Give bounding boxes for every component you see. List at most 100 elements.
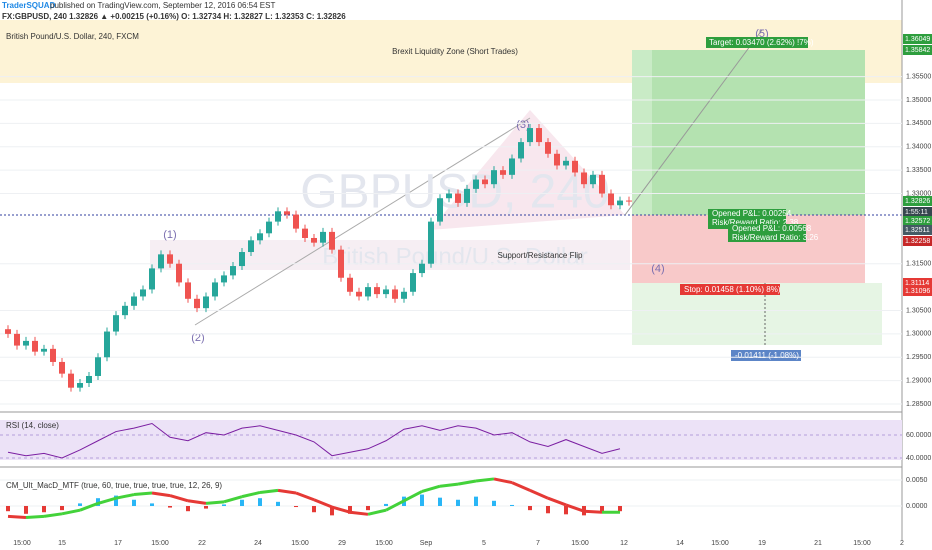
- candle: [563, 160, 569, 166]
- pnl-box: [728, 224, 806, 242]
- price-label-box: [903, 278, 932, 288]
- candle: [617, 200, 623, 206]
- candle: [599, 174, 605, 194]
- macd-bar: [438, 497, 442, 506]
- candle: [23, 340, 29, 346]
- x-tick-label: 15: [58, 540, 66, 547]
- candle: [446, 193, 452, 199]
- price-label-box: [903, 216, 932, 226]
- candle: [302, 228, 308, 238]
- macd-line: [511, 481, 531, 492]
- pnl: Opened P&L: 0.00568: [732, 224, 812, 233]
- move-box: [731, 350, 801, 361]
- price-label: 1.31114: [905, 280, 929, 287]
- x-tick-label: Sep: [420, 540, 433, 547]
- rr: Risk/Reward Ratio: 3.26: [732, 233, 819, 242]
- candle: [149, 268, 155, 290]
- candle: [68, 373, 74, 388]
- macd-bar: [492, 500, 496, 506]
- move: -0.01411 (-1.08%): [735, 351, 799, 360]
- candle: [203, 296, 209, 309]
- legend: British Pound/U.S. Dollar, 240, FXCM: [6, 32, 139, 41]
- wave: (1): [163, 229, 176, 241]
- candle: [410, 273, 416, 292]
- macd-bar: [294, 505, 298, 508]
- macd-line: [97, 496, 117, 505]
- wave: (3): [516, 119, 529, 131]
- x-tick-label: 15:00: [571, 540, 589, 547]
- macd-line: [277, 488, 297, 495]
- macd-bar: [384, 503, 388, 506]
- candle: [500, 170, 506, 175]
- target-zone-inner: [652, 50, 865, 215]
- candle: [248, 240, 254, 253]
- candle: [221, 275, 227, 283]
- macd-bar: [348, 505, 352, 514]
- macd-line: [529, 489, 549, 500]
- candle: [311, 237, 317, 243]
- price-label-box: [903, 225, 932, 235]
- x-tick-label: 17: [114, 540, 122, 547]
- macd-line: [367, 508, 387, 516]
- candle: [581, 172, 587, 185]
- candle: [167, 254, 173, 264]
- candle: [14, 333, 20, 346]
- y-tick-label: 60.0000: [906, 432, 931, 439]
- macd-line: [205, 500, 225, 505]
- macd-bar: [24, 505, 28, 514]
- candle: [185, 282, 191, 299]
- target: Target: 0.03470 (2.62%) !7%): [709, 38, 814, 47]
- candle: [275, 211, 281, 222]
- macd-bar: [600, 505, 604, 514]
- macd-bar: [546, 505, 550, 514]
- candle: [41, 348, 47, 352]
- candle: [32, 340, 38, 352]
- macd-bar: [186, 505, 190, 512]
- candle: [293, 214, 299, 229]
- projection: [624, 29, 763, 216]
- candle: [59, 361, 65, 374]
- rr: Risk/Reward Ratio: 2.38: [712, 218, 799, 227]
- price-label-box: [903, 286, 932, 296]
- published: published on TradingView.com, September …: [50, 1, 275, 10]
- price-label: 1:55:11: [905, 209, 928, 216]
- candle: [212, 282, 218, 297]
- flip-zone: [150, 240, 630, 270]
- candle: [527, 128, 533, 143]
- macd-bar: [528, 505, 532, 511]
- x-tick-label: 22: [198, 540, 206, 547]
- macd-line: [583, 509, 603, 514]
- x-tick-label: 15:00: [291, 540, 309, 547]
- macd-bar: [150, 503, 154, 506]
- candle: [374, 287, 380, 295]
- watermark: GBPUSD, 240: [300, 166, 609, 219]
- macd-bar: [330, 505, 334, 516]
- candle: [104, 331, 110, 358]
- macd-line: [133, 491, 153, 497]
- candle: [383, 289, 389, 295]
- y-tick-label: 1.34000: [906, 144, 931, 151]
- price-label: 1.32572: [905, 218, 930, 225]
- macd-line: [259, 488, 279, 494]
- x-tick-label: 7: [536, 540, 540, 547]
- candle: [95, 357, 101, 376]
- y-tick-label: 1.30500: [906, 307, 931, 314]
- macd-bar: [366, 505, 370, 511]
- candle: [86, 375, 92, 383]
- candle: [608, 193, 614, 206]
- candle: [491, 170, 497, 185]
- macd-bar: [168, 505, 172, 508]
- macd-line: [421, 484, 441, 493]
- x-tick-label: 15:00: [853, 540, 871, 547]
- quote: FX:GBPUSD, 240 1.32826 ▲ +0.00215 (+0.16…: [2, 12, 346, 21]
- macd-bar: [312, 505, 316, 513]
- macd-bar: [420, 494, 424, 506]
- macd-bar: [60, 505, 64, 511]
- candle: [536, 128, 542, 143]
- candle: [419, 263, 425, 274]
- candle: [401, 291, 407, 299]
- candle: [320, 231, 326, 243]
- candle: [140, 289, 146, 297]
- candle: [626, 200, 632, 202]
